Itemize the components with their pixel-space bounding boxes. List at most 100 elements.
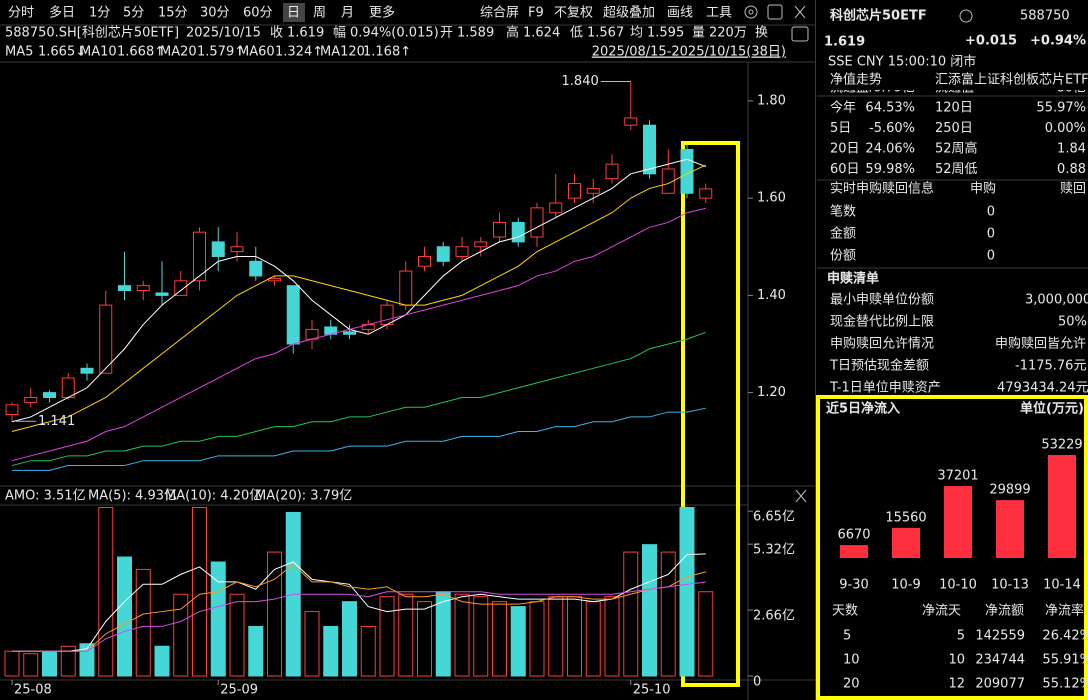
perf-value: 55.97% bbox=[1036, 101, 1086, 116]
table-header: 天数 bbox=[832, 604, 858, 619]
row-label: 最小申赎单位份额 bbox=[830, 293, 934, 308]
candle-body bbox=[493, 221, 506, 238]
period-button[interactable]: 多日 bbox=[49, 5, 75, 21]
volume-bar bbox=[604, 596, 620, 677]
volume-bar bbox=[623, 551, 639, 677]
row-label: 申购赎回允许情况 bbox=[830, 336, 934, 352]
volume-bar bbox=[567, 596, 582, 677]
ma-legend-value: 1.665↓ bbox=[38, 45, 86, 60]
volume-bar bbox=[210, 561, 226, 677]
candle-body bbox=[699, 188, 713, 199]
candle-body bbox=[80, 367, 94, 374]
table-cell: 10 bbox=[843, 653, 860, 668]
ma-line bbox=[11, 164, 706, 433]
period-button[interactable]: 30分 bbox=[200, 6, 230, 21]
candle-body bbox=[661, 168, 675, 194]
flow-date: 10-13 bbox=[991, 578, 1029, 593]
tool-button[interactable]: 工具 bbox=[706, 6, 732, 21]
row-value: 4793434.24元 bbox=[997, 381, 1088, 396]
quote-label: 均 bbox=[630, 26, 643, 41]
y-tick-label: 2.66亿 bbox=[753, 609, 795, 624]
quote-label: 量 bbox=[692, 26, 705, 41]
row-value: 3,000,000 bbox=[1025, 293, 1088, 308]
candle-body bbox=[268, 277, 281, 282]
volume-bar bbox=[23, 653, 39, 677]
volume-bar bbox=[360, 625, 376, 677]
volume-bar bbox=[79, 643, 95, 677]
fund-name: 汇添富上证科创板芯片ETF bbox=[935, 72, 1088, 88]
candle-body bbox=[286, 285, 300, 345]
table-header: 净流额 bbox=[985, 604, 1024, 619]
date-range: 2025/08/15-2025/10/15(38日) bbox=[592, 45, 786, 60]
perf-label: 60日 bbox=[830, 162, 860, 177]
price: 1.619 bbox=[824, 35, 865, 50]
period-button[interactable]: 5分 bbox=[123, 6, 144, 21]
y-tick-label: 0 bbox=[753, 675, 761, 690]
quote-code: 588750.SH[科创芯片50ETF] bbox=[5, 26, 179, 41]
volume-legend: MA(20): 3.79亿 bbox=[255, 489, 352, 504]
ma-legend-name: MA5 bbox=[5, 45, 33, 60]
tool-button[interactable]: 画线 bbox=[667, 6, 693, 21]
period-button[interactable]: 60分 bbox=[243, 6, 273, 21]
candle-body bbox=[99, 304, 113, 374]
period-button[interactable]: 周 bbox=[313, 6, 326, 21]
tool-button[interactable]: 不复权 bbox=[554, 5, 593, 21]
volume-bar bbox=[229, 593, 245, 677]
period-button[interactable]: 日 bbox=[287, 6, 300, 21]
annotation: 1.141 bbox=[38, 414, 75, 429]
table-header: 净流天 bbox=[922, 604, 961, 619]
quote-value: 1.624 bbox=[523, 26, 560, 41]
ma-legend-value: 1.668↑ bbox=[117, 45, 165, 60]
ma-line bbox=[11, 158, 706, 423]
quote-date: 2025/10/15 bbox=[186, 26, 261, 41]
x-tick-label: 25-08 bbox=[14, 683, 52, 698]
volume-bar bbox=[98, 506, 114, 677]
candle-body bbox=[418, 255, 431, 267]
flow-date: 9-30 bbox=[839, 578, 869, 593]
table-cell: 10 bbox=[948, 653, 965, 668]
candle-body bbox=[136, 285, 150, 292]
period-button[interactable]: 1分 bbox=[89, 6, 110, 21]
x-tick-label: 25-09 bbox=[220, 683, 258, 698]
flow-bar bbox=[944, 486, 972, 558]
tool-button[interactable]: 超级叠加 bbox=[603, 6, 655, 21]
ma-legend-name: MA60 bbox=[238, 45, 275, 60]
tool-button[interactable]: F9 bbox=[528, 6, 544, 21]
change: +0.015 bbox=[965, 34, 1017, 49]
flow-title: 近5日净流入 bbox=[826, 401, 900, 417]
perf-label: 今年 bbox=[830, 100, 856, 116]
period-button[interactable]: 更多 bbox=[369, 5, 395, 21]
candle-body bbox=[380, 304, 394, 326]
perf-label: 5日 bbox=[830, 121, 851, 136]
row-value: 0 bbox=[987, 227, 995, 242]
security-code: 588750 bbox=[1020, 9, 1070, 24]
nav-tab[interactable]: 净值走势 bbox=[830, 72, 882, 88]
volume-bar bbox=[698, 591, 714, 677]
ma-legend-name: MA20 bbox=[160, 45, 197, 60]
tool-button[interactable]: 综合屏 bbox=[480, 6, 519, 21]
perf-label: 20日 bbox=[830, 142, 860, 157]
perf-label: 120日 bbox=[935, 101, 973, 116]
volume-bar bbox=[304, 611, 320, 677]
candle-body bbox=[211, 241, 225, 257]
ma-line bbox=[11, 207, 706, 462]
row-label: 份额 bbox=[830, 249, 856, 264]
highlight-box bbox=[681, 141, 740, 687]
candle-body bbox=[643, 124, 656, 175]
period-selected-bg bbox=[283, 3, 305, 22]
volume-legend: MA(10): 4.20亿 bbox=[165, 489, 262, 504]
ma-legend-name: MA120 bbox=[320, 45, 365, 60]
ma-line bbox=[12, 407, 706, 471]
period-button[interactable]: 15分 bbox=[158, 6, 188, 21]
candle-body bbox=[230, 246, 244, 253]
candle-body bbox=[43, 392, 56, 398]
period-button[interactable]: 分时 bbox=[8, 6, 34, 21]
perf-value: 59.98% bbox=[865, 162, 915, 177]
y-tick-label: 1.20 bbox=[757, 385, 786, 400]
candle-body bbox=[174, 280, 188, 296]
section-title: 实时申购赎回信息 bbox=[830, 181, 934, 197]
ma-legend-value: 1.324↑ bbox=[275, 45, 323, 60]
ma-line bbox=[11, 331, 706, 467]
period-button[interactable]: 月 bbox=[341, 6, 354, 21]
perf-value: 64.53% bbox=[865, 101, 915, 116]
